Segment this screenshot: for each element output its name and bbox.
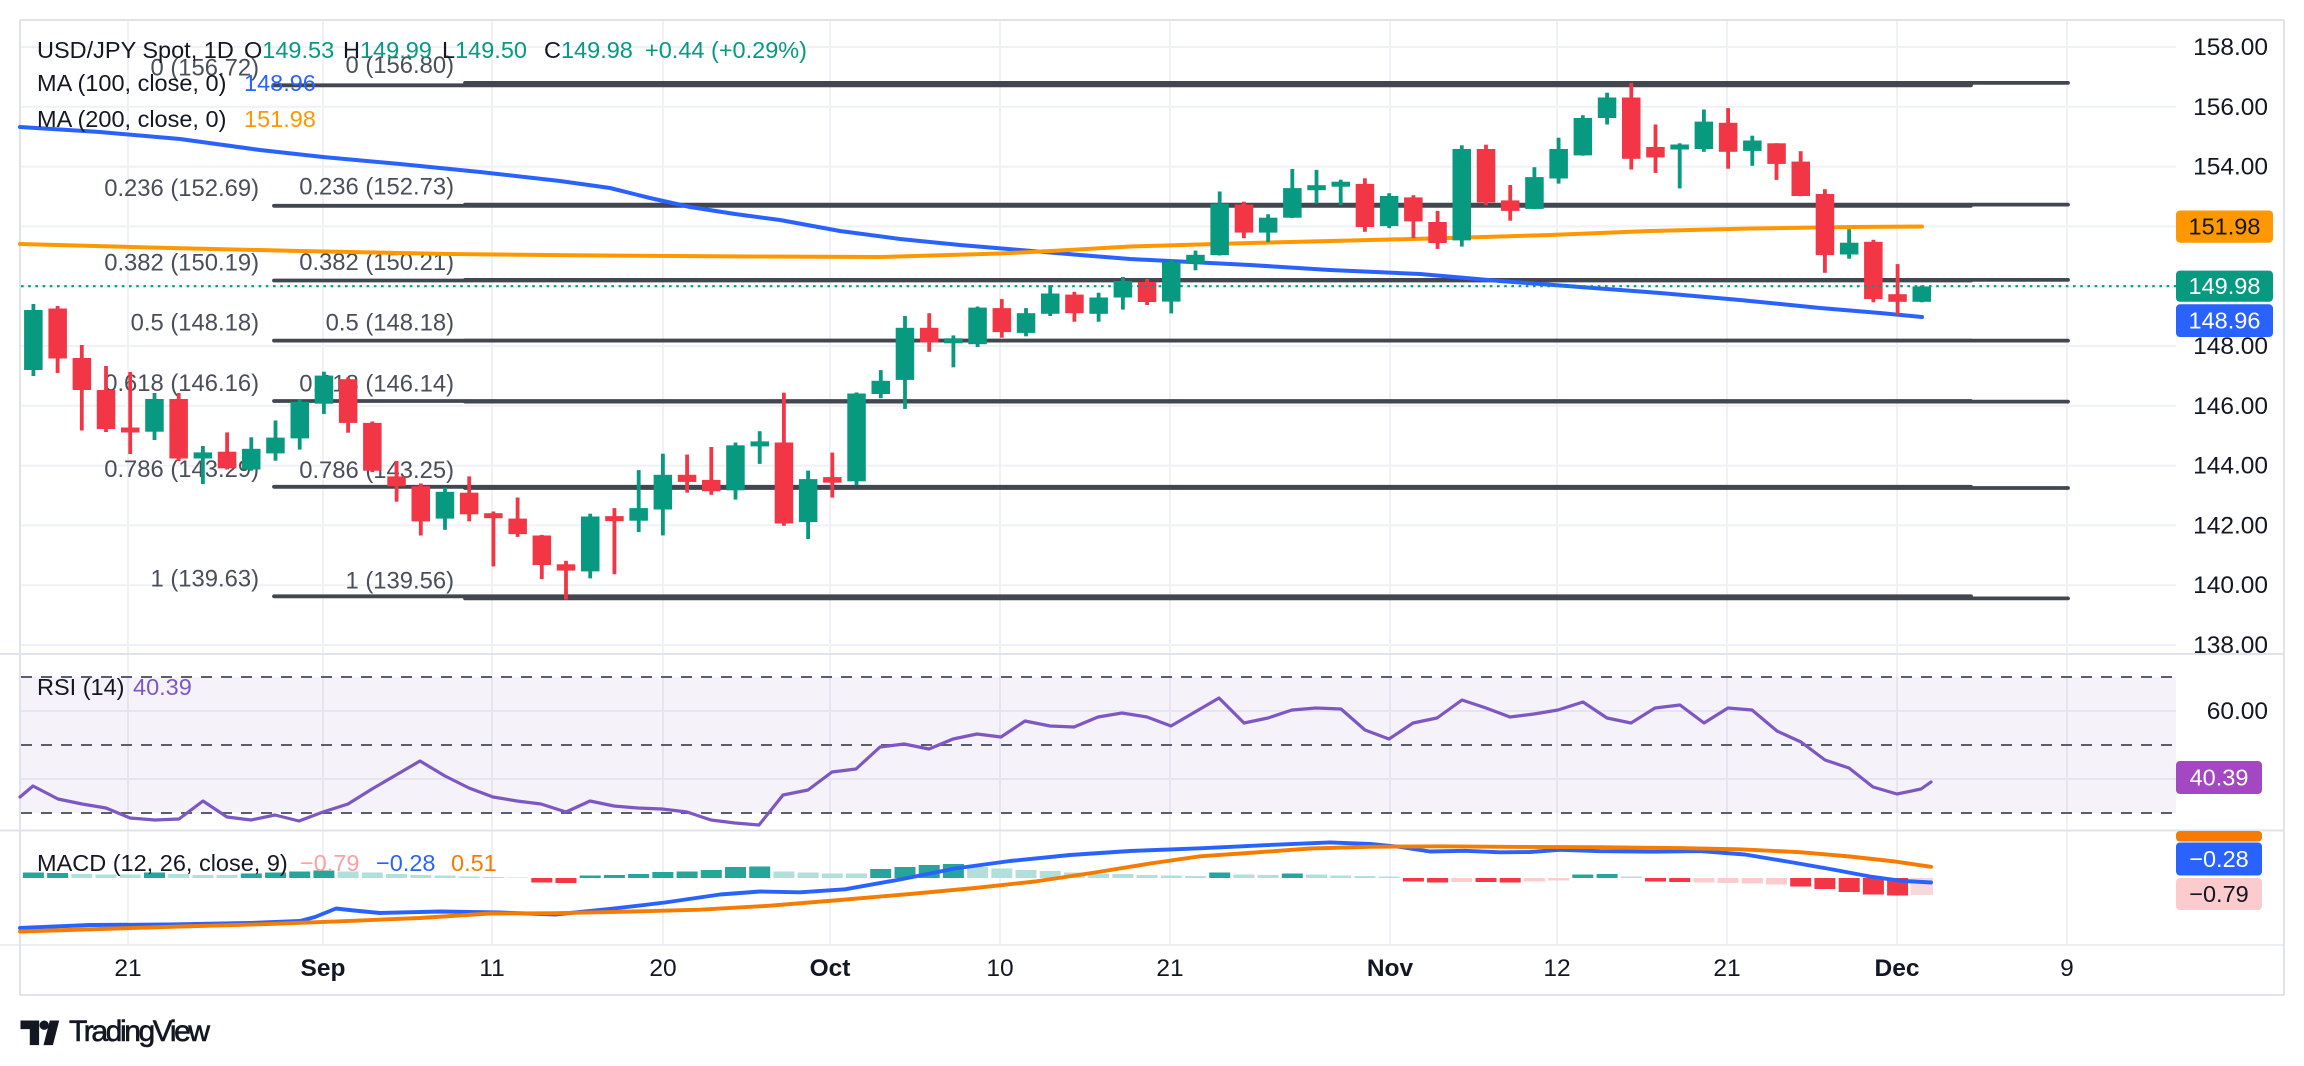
svg-text:L149.50: L149.50 [442,37,527,63]
svg-text:12: 12 [1543,955,1570,982]
svg-text:21: 21 [1156,955,1183,982]
svg-text:11: 11 [479,955,504,982]
svg-text:0.5 (148.18): 0.5 (148.18) [131,310,259,337]
svg-text:TradingView: TradingView [69,1015,210,1048]
svg-text:60.00: 60.00 [2207,698,2268,725]
svg-text:148.96: 148.96 [2189,308,2261,334]
svg-text:142.00: 142.00 [2193,512,2268,539]
svg-text:Nov: Nov [1367,955,1414,982]
svg-text:C149.98: C149.98 [544,37,633,63]
svg-text:149.98: 149.98 [2189,273,2261,299]
svg-text:148.96: 148.96 [244,70,316,96]
svg-text:MA (200, close, 0): MA (200, close, 0) [37,106,226,132]
svg-text:+0.44 (+0.29%): +0.44 (+0.29%) [645,37,807,63]
svg-text:0 (156.80): 0 (156.80) [346,52,454,79]
svg-text:0.51: 0.51 [451,850,497,876]
svg-text:21: 21 [1713,955,1740,982]
svg-text:148.00: 148.00 [2193,333,2268,360]
svg-text:144.00: 144.00 [2193,453,2268,480]
svg-text:−0.28: −0.28 [376,850,435,876]
svg-text:0.236 (152.69): 0.236 (152.69) [104,175,259,202]
svg-text:140.00: 140.00 [2193,572,2268,599]
svg-text:−0.79: −0.79 [300,850,359,876]
svg-text:−0.28: −0.28 [2189,846,2248,872]
svg-text:H149.99: H149.99 [343,37,432,63]
svg-text:158.00: 158.00 [2193,34,2268,61]
svg-text:151.98: 151.98 [244,106,316,132]
svg-text:USD/JPY Spot, 1D: USD/JPY Spot, 1D [37,37,234,63]
svg-text:9: 9 [2060,955,2074,982]
svg-text:21: 21 [114,955,141,982]
svg-text:10: 10 [986,955,1013,982]
svg-text:0.382 (150.19): 0.382 (150.19) [104,250,259,277]
svg-text:O149.53: O149.53 [244,37,334,63]
svg-text:−0.79: −0.79 [2189,881,2248,907]
svg-text:40.39: 40.39 [133,674,192,700]
svg-text:1 (139.63): 1 (139.63) [151,565,259,592]
svg-text:1 (139.56): 1 (139.56) [346,567,454,594]
svg-text:0.236 (152.73): 0.236 (152.73) [299,174,454,201]
svg-text:0.618 (146.16): 0.618 (146.16) [104,370,259,397]
svg-text:151.98: 151.98 [2189,214,2261,240]
svg-text:0.5 (148.18): 0.5 (148.18) [326,310,454,337]
svg-text:Oct: Oct [810,955,851,982]
svg-text:138.00: 138.00 [2193,632,2268,659]
svg-text:MA (100, close, 0): MA (100, close, 0) [37,70,226,96]
svg-text:Dec: Dec [1875,955,1920,982]
svg-text:20: 20 [649,955,676,982]
svg-text:154.00: 154.00 [2193,154,2268,181]
svg-text:0 (156.72): 0 (156.72) [151,54,259,81]
svg-text:40.39: 40.39 [2190,765,2249,791]
svg-text:146.00: 146.00 [2193,393,2268,420]
svg-text:Sep: Sep [301,955,346,982]
svg-text:156.00: 156.00 [2193,94,2268,121]
svg-text:MACD (12, 26, close, 9): MACD (12, 26, close, 9) [37,850,288,876]
svg-text:RSI (14): RSI (14) [37,674,125,700]
